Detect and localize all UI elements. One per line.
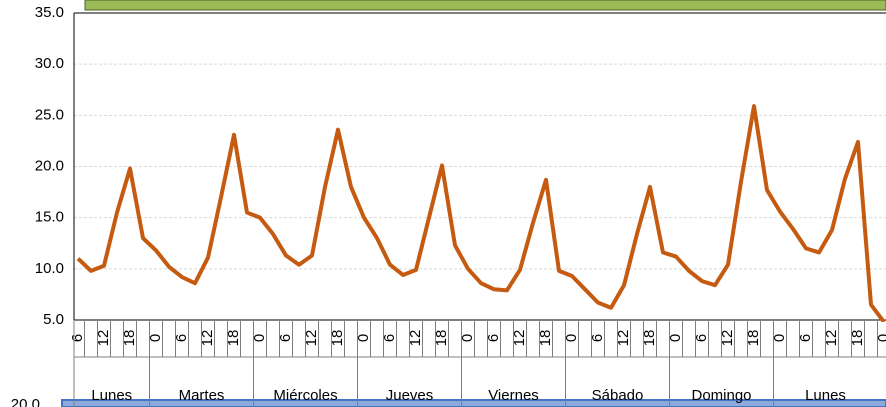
x-tick-label: 12: [95, 330, 112, 347]
y-tick-label: 15.0: [35, 209, 64, 226]
y-tick-label: 25.0: [35, 106, 64, 123]
x-tick-label: 6: [173, 334, 190, 342]
x-tick-label: 12: [511, 330, 528, 347]
x-tick-label: 6: [277, 334, 294, 342]
top-bar: [84, 0, 886, 11]
x-tick-label: 0: [355, 334, 372, 342]
x-tick-label: 18: [433, 330, 450, 347]
x-tick-label: 18: [849, 330, 866, 347]
day-label: Viernes: [488, 387, 539, 404]
day-label: Domingo: [691, 387, 751, 404]
x-tick-label: 12: [303, 330, 320, 347]
day-label: Lunes: [91, 387, 132, 404]
x-tick-label: 6: [381, 334, 398, 342]
x-tick-label: 0: [563, 334, 580, 342]
x-tick-label: 12: [199, 330, 216, 347]
x-tick-label: 18: [329, 330, 346, 347]
x-tick-label: 6: [485, 334, 502, 342]
x-tick-label: 12: [407, 330, 424, 347]
x-tick-label: 6: [69, 334, 86, 342]
x-tick-label: 0: [251, 334, 268, 342]
x-tick-label: 18: [745, 330, 762, 347]
day-label: Lunes: [805, 387, 846, 404]
x-tick-label: 0: [667, 334, 684, 342]
x-tick-label: 18: [641, 330, 658, 347]
day-label: Miércoles: [273, 387, 337, 404]
plot-area: [76, 104, 886, 322]
day-label: Sábado: [592, 387, 644, 404]
x-tick-label: 6: [797, 334, 814, 342]
x-tick-label: 12: [823, 330, 840, 347]
x-tick-label: 18: [537, 330, 554, 347]
x-tick-label: 12: [615, 330, 632, 347]
x-tick-label: 18: [225, 330, 242, 347]
x-tick-label: 0: [771, 334, 788, 342]
lower-chart-frame: [61, 399, 886, 407]
lower-y-tick-label: 20.0: [11, 396, 40, 407]
x-tick-label: 0: [147, 334, 164, 342]
day-label: Martes: [179, 387, 225, 404]
y-tick-label: 5.0: [43, 311, 64, 328]
y-tick-label: 20.0: [35, 157, 64, 174]
y-tick-label: 35.0: [35, 4, 64, 21]
x-tick-label: 0: [459, 334, 476, 342]
y-tick-label: 10.0: [35, 260, 64, 277]
x-tick-label: 6: [693, 334, 710, 342]
line-series: [76, 104, 886, 322]
x-tick-label: 6: [589, 334, 606, 342]
y-tick-label: 30.0: [35, 55, 64, 72]
x-tick-label: 18: [121, 330, 138, 347]
x-tick-label: 12: [719, 330, 736, 347]
x-tick-label: 0: [875, 334, 886, 342]
day-label: Jueves: [386, 387, 434, 404]
